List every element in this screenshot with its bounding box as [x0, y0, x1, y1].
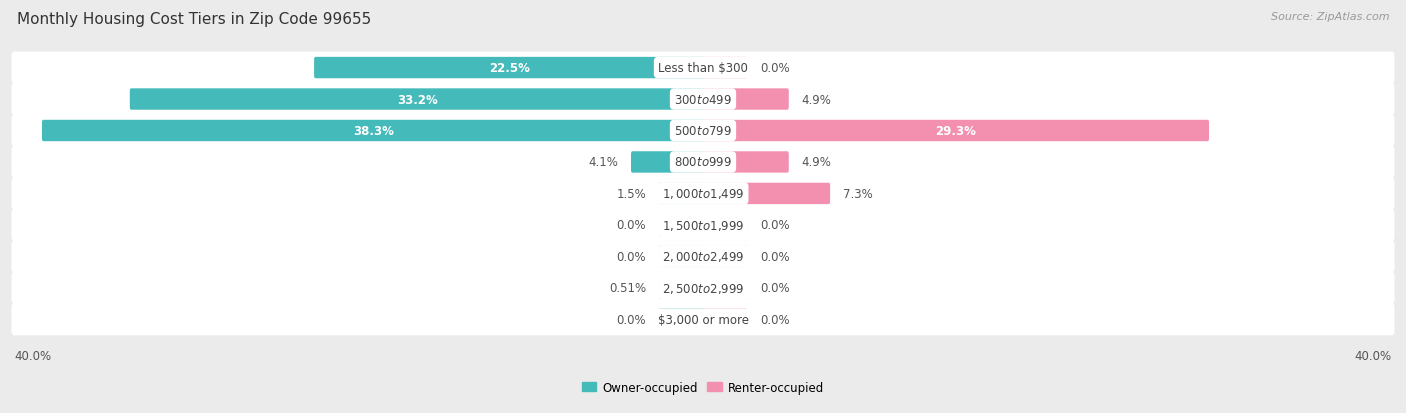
- FancyBboxPatch shape: [11, 178, 1395, 210]
- Text: 7.3%: 7.3%: [842, 188, 872, 200]
- Text: Source: ZipAtlas.com: Source: ZipAtlas.com: [1271, 12, 1389, 22]
- FancyBboxPatch shape: [11, 304, 1395, 335]
- FancyBboxPatch shape: [658, 183, 704, 204]
- FancyBboxPatch shape: [129, 89, 704, 110]
- FancyBboxPatch shape: [702, 183, 830, 204]
- Text: 1.5%: 1.5%: [616, 188, 647, 200]
- Text: Less than $300: Less than $300: [658, 62, 748, 75]
- Text: 38.3%: 38.3%: [353, 125, 394, 138]
- Text: 0.0%: 0.0%: [617, 219, 647, 232]
- Text: 40.0%: 40.0%: [14, 349, 51, 362]
- Text: $300 to $499: $300 to $499: [673, 93, 733, 106]
- Text: 40.0%: 40.0%: [1355, 349, 1392, 362]
- Text: $2,500 to $2,999: $2,500 to $2,999: [662, 281, 744, 295]
- FancyBboxPatch shape: [11, 147, 1395, 178]
- FancyBboxPatch shape: [11, 241, 1395, 273]
- FancyBboxPatch shape: [11, 209, 1395, 241]
- FancyBboxPatch shape: [702, 278, 748, 299]
- FancyBboxPatch shape: [702, 309, 748, 330]
- FancyBboxPatch shape: [658, 278, 704, 299]
- Text: 0.51%: 0.51%: [609, 282, 647, 294]
- FancyBboxPatch shape: [631, 152, 704, 173]
- Text: 0.0%: 0.0%: [617, 313, 647, 326]
- Text: 0.0%: 0.0%: [759, 250, 789, 263]
- Text: 0.0%: 0.0%: [759, 219, 789, 232]
- Text: 0.0%: 0.0%: [759, 282, 789, 294]
- Text: $800 to $999: $800 to $999: [673, 156, 733, 169]
- Text: 29.3%: 29.3%: [935, 125, 976, 138]
- Text: Monthly Housing Cost Tiers in Zip Code 99655: Monthly Housing Cost Tiers in Zip Code 9…: [17, 12, 371, 27]
- FancyBboxPatch shape: [11, 115, 1395, 147]
- FancyBboxPatch shape: [702, 121, 1209, 142]
- Text: 0.0%: 0.0%: [759, 62, 789, 75]
- Text: $1,500 to $1,999: $1,500 to $1,999: [662, 218, 744, 233]
- Text: $1,000 to $1,499: $1,000 to $1,499: [662, 187, 744, 201]
- Text: $500 to $799: $500 to $799: [673, 125, 733, 138]
- FancyBboxPatch shape: [702, 89, 789, 110]
- FancyBboxPatch shape: [702, 152, 789, 173]
- FancyBboxPatch shape: [658, 246, 704, 267]
- Text: 4.9%: 4.9%: [801, 156, 831, 169]
- Text: 0.0%: 0.0%: [759, 313, 789, 326]
- Text: 0.0%: 0.0%: [617, 250, 647, 263]
- Text: $2,000 to $2,499: $2,000 to $2,499: [662, 250, 744, 264]
- FancyBboxPatch shape: [314, 58, 704, 79]
- FancyBboxPatch shape: [42, 121, 704, 142]
- FancyBboxPatch shape: [658, 215, 704, 236]
- FancyBboxPatch shape: [11, 52, 1395, 84]
- FancyBboxPatch shape: [702, 215, 748, 236]
- FancyBboxPatch shape: [702, 58, 748, 79]
- Legend: Owner-occupied, Renter-occupied: Owner-occupied, Renter-occupied: [578, 376, 828, 399]
- FancyBboxPatch shape: [702, 246, 748, 267]
- Text: 33.2%: 33.2%: [396, 93, 437, 106]
- FancyBboxPatch shape: [11, 84, 1395, 116]
- Text: 4.1%: 4.1%: [589, 156, 619, 169]
- FancyBboxPatch shape: [11, 272, 1395, 304]
- Text: 4.9%: 4.9%: [801, 93, 831, 106]
- Text: 22.5%: 22.5%: [489, 62, 530, 75]
- Text: $3,000 or more: $3,000 or more: [658, 313, 748, 326]
- FancyBboxPatch shape: [658, 309, 704, 330]
